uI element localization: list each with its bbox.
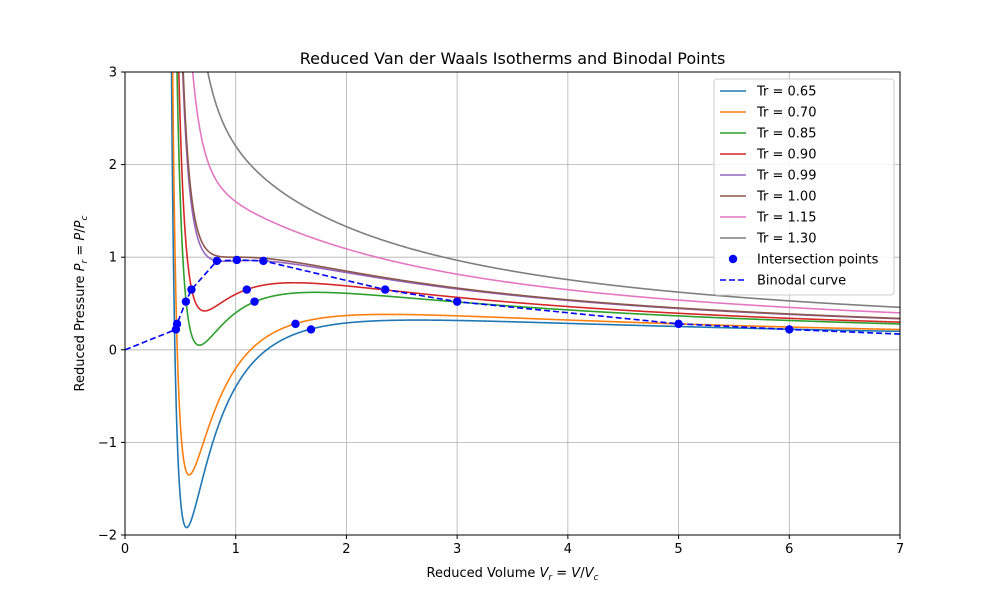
ticks: 0 1 2 3 4 5 6 7 −2 −1 0 1 2 3: [98, 66, 904, 558]
points-layer: [171, 255, 794, 334]
intersection-point: [291, 319, 300, 329]
x-tick-label: 5: [674, 542, 682, 557]
intersection-point: [259, 256, 268, 266]
series-line-tr-0-85: [176, 72, 900, 347]
intersection-point: [212, 256, 222, 266]
y-tick-label: 0: [109, 343, 117, 358]
intersection-point: [242, 285, 251, 294]
y-tick-label: −1: [98, 436, 117, 451]
intersection-point: [306, 325, 316, 334]
legend-label: Binodal curve: [757, 274, 846, 289]
legend-label: Tr = 1.15: [756, 211, 816, 226]
series-line-tr-0-90: [178, 72, 900, 323]
x-tick-label: 7: [896, 542, 904, 557]
series-line-tr-1-00: [182, 72, 900, 320]
chart-title: Reduced Van der Waals Isotherms and Bino…: [300, 49, 726, 68]
intersection-point: [452, 297, 462, 306]
x-tick-label: 1: [232, 542, 240, 557]
legend-label: Intersection points: [757, 253, 879, 268]
series-line-tr-1-15: [191, 72, 900, 314]
legend-box: [713, 78, 895, 296]
legend-label: Tr = 0.90: [756, 148, 816, 163]
series-line-tr-1-30: [206, 72, 900, 309]
legend-label: Tr = 1.00: [756, 190, 816, 205]
legend-label: Tr = 0.70: [756, 106, 816, 121]
x-axis-label: Reduced Volume Vr = V/Vc: [427, 566, 599, 583]
intersection-point: [674, 319, 683, 329]
intersection-point: [785, 325, 794, 334]
legend: Tr = 0.65 Tr = 0.70 Tr = 0.85 Tr = 0.90 Tr =…: [713, 78, 895, 296]
x-tick-label: 2: [342, 542, 350, 557]
legend-label: Tr = 1.30: [756, 232, 816, 247]
plot-frame: [124, 71, 901, 536]
y-tick-label: −2: [98, 529, 117, 544]
legend-label: Tr = 0.65: [756, 85, 816, 100]
intersection-point: [187, 285, 196, 294]
intersection-point: [250, 297, 259, 306]
x-tick-label: 3: [453, 542, 461, 557]
legend-swatch-points: [728, 254, 738, 264]
x-tick-label: 4: [564, 542, 572, 557]
legend-label: Tr = 0.85: [756, 127, 816, 142]
x-tick-label: 0: [121, 542, 129, 557]
y-tick-label: 1: [109, 251, 117, 266]
y-axis-label: Reduced Pressure Pr = P/Pc: [73, 216, 90, 392]
y-tick-label: 3: [109, 66, 117, 81]
intersection-point: [181, 297, 191, 306]
intersection-point: [380, 285, 390, 294]
legend-label: Tr = 0.99: [756, 169, 816, 184]
y-tick-label: 2: [109, 158, 117, 173]
intersection-point: [172, 319, 182, 329]
intersection-point: [232, 255, 242, 265]
x-tick-label: 6: [785, 542, 793, 557]
